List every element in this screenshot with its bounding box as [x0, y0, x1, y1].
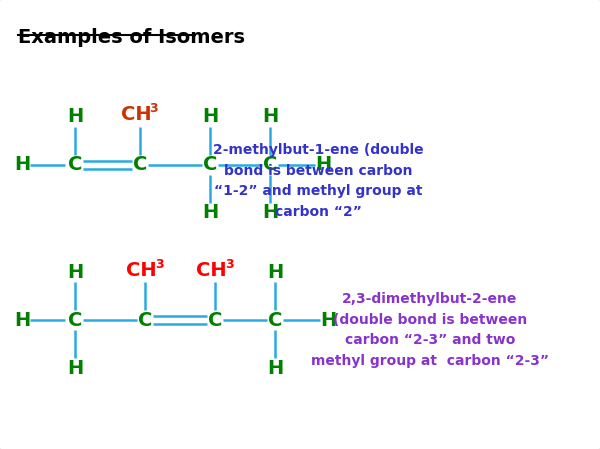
Text: H: H: [202, 203, 218, 223]
Text: C: C: [138, 311, 152, 330]
Text: H: H: [67, 358, 83, 378]
Text: H: H: [14, 311, 30, 330]
Text: 2,3-dimethylbut-2-ene
(double bond is between
carbon “2-3” and two
methyl group : 2,3-dimethylbut-2-ene (double bond is be…: [311, 292, 549, 368]
Text: 3: 3: [149, 102, 158, 115]
Text: CH: CH: [196, 260, 226, 279]
Text: H: H: [262, 203, 278, 223]
Text: C: C: [263, 155, 277, 175]
Text: C: C: [68, 311, 82, 330]
Text: Examples of Isomers: Examples of Isomers: [18, 28, 245, 47]
Text: CH: CH: [121, 106, 151, 124]
Text: H: H: [267, 263, 283, 282]
Text: 3: 3: [224, 257, 233, 270]
Text: C: C: [68, 155, 82, 175]
Text: H: H: [67, 107, 83, 127]
Text: C: C: [133, 155, 147, 175]
Text: H: H: [267, 358, 283, 378]
Text: H: H: [315, 155, 331, 175]
Text: H: H: [262, 107, 278, 127]
Text: 3: 3: [155, 257, 163, 270]
Text: H: H: [202, 107, 218, 127]
Text: C: C: [208, 311, 222, 330]
Text: 2-methylbut-1-ene (double
bond is between carbon
“1-2” and methyl group at
carbo: 2-methylbut-1-ene (double bond is betwee…: [212, 143, 424, 219]
Text: C: C: [203, 155, 217, 175]
Text: H: H: [67, 263, 83, 282]
Text: H: H: [14, 155, 30, 175]
Text: C: C: [268, 311, 282, 330]
Text: CH: CH: [125, 260, 157, 279]
Text: H: H: [320, 311, 336, 330]
